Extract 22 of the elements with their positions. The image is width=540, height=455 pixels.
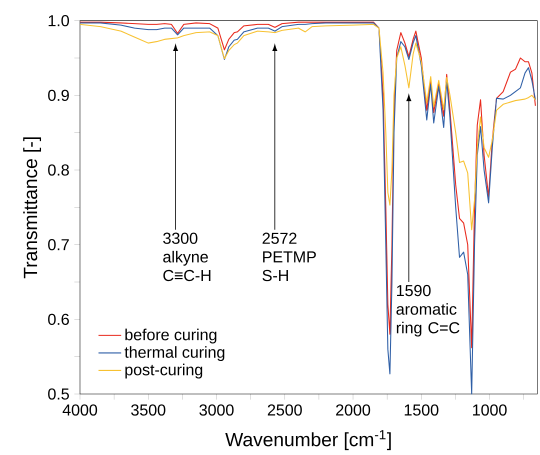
x-tick-label: 4000 <box>62 404 98 416</box>
y-tick-label: 0.8 <box>48 164 69 176</box>
legend-label: post-curing <box>125 364 202 379</box>
annotation: 3300 alkyne C≡C-H <box>163 232 210 282</box>
x-tick-label: 1500 <box>404 404 438 416</box>
y-tick-label: 0.6 <box>48 314 69 325</box>
x-tick-label: 2500 <box>268 404 302 416</box>
y-tick-label: 0.7 <box>48 239 69 250</box>
y-tick-label: 1.0 <box>48 15 70 26</box>
y-tick-label: 0.5 <box>48 388 69 400</box>
x-axis-title: Wavenumber [cm$^{-1}$] <box>225 430 391 450</box>
x-tick-label: 3000 <box>199 404 234 416</box>
x-tick-label: 3500 <box>131 404 166 416</box>
x-tick-label: 2000 <box>336 404 370 416</box>
annotation: 2572 PETMP S-H <box>262 232 316 282</box>
y-axis-title: Transmittance [-] <box>23 137 42 278</box>
annotation: 1590 aromatic ring C=C <box>396 284 460 337</box>
legend-label: before curing <box>125 328 216 344</box>
x-tick-label: 1000 <box>473 404 507 416</box>
legend-label: thermal curing <box>124 346 224 362</box>
y-tick-label: 0.9 <box>48 90 69 101</box>
line-series <box>79 24 536 230</box>
